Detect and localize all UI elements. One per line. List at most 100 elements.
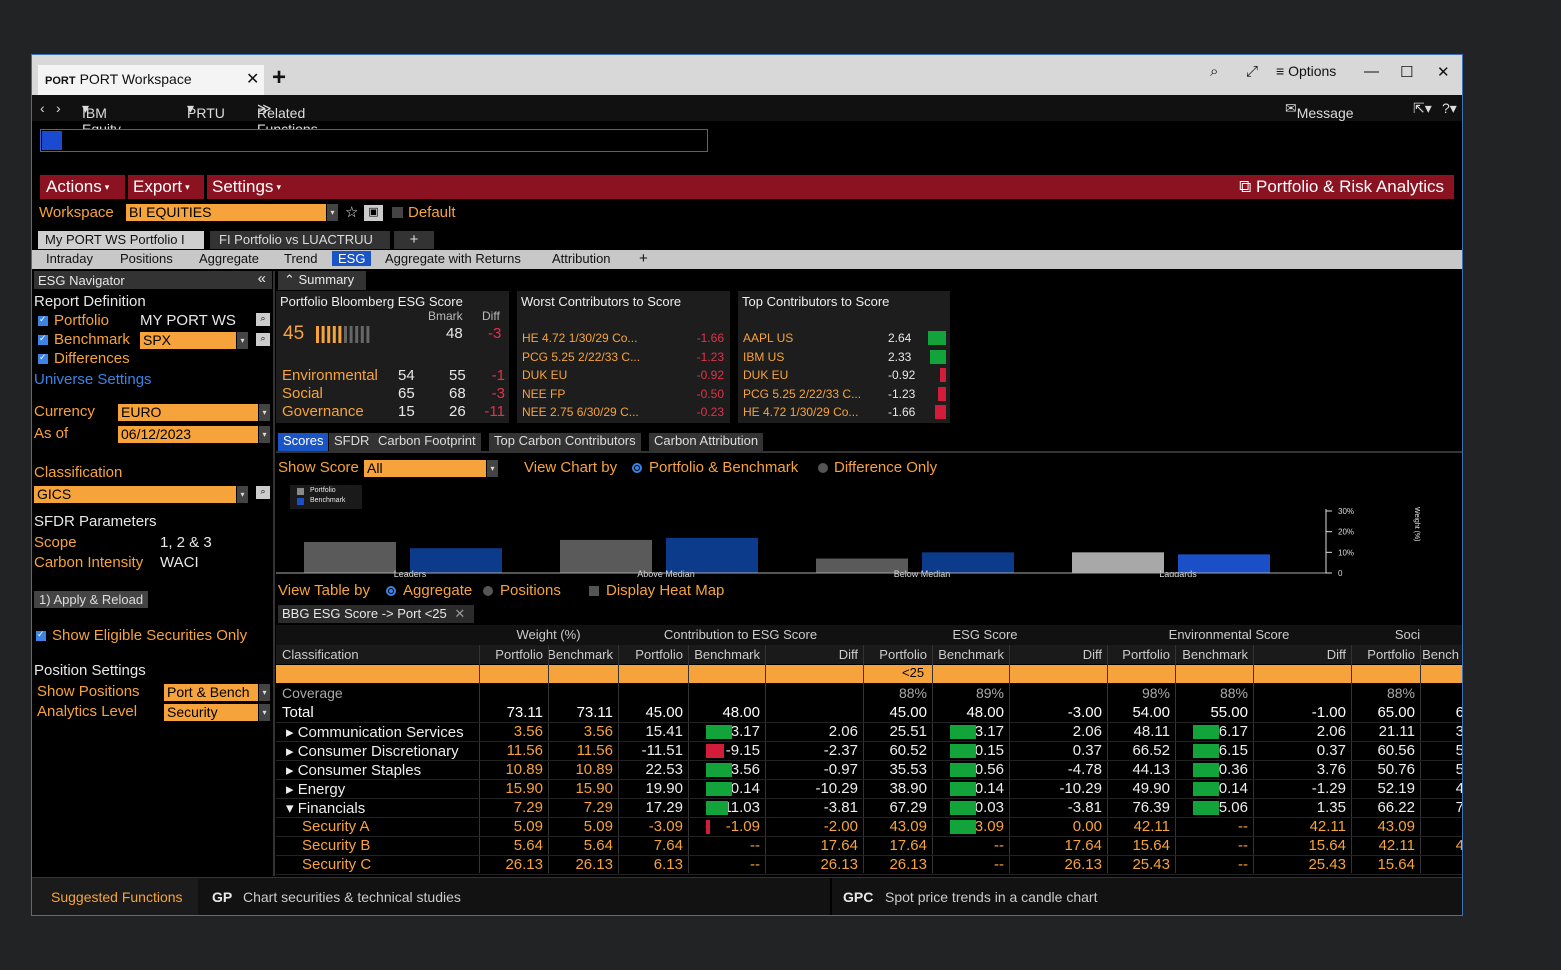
classification-field[interactable]: GICS: [34, 486, 236, 503]
maximize-icon[interactable]: ☐: [1400, 64, 1414, 81]
worst-name[interactable]: DUK EU: [522, 368, 568, 382]
tab-attribution[interactable]: Attribution: [552, 251, 611, 266]
worst-name[interactable]: NEE 2.75 6/30/29 C...: [522, 405, 639, 419]
tab-carbon-attribution[interactable]: Carbon Attribution: [649, 433, 764, 451]
actions-menu[interactable]: Actions ▾: [46, 177, 110, 196]
column-header[interactable]: Benchmark: [1182, 647, 1248, 662]
sector-row-label[interactable]: ▸ Communication Services: [286, 724, 464, 741]
help-icon[interactable]: ?▾: [1442, 100, 1457, 116]
gpc-description[interactable]: Spot price trends in a candle chart: [885, 889, 1098, 905]
column-header[interactable]: Benchmark: [694, 647, 760, 662]
column-header[interactable]: Portfolio: [1367, 647, 1415, 662]
chevron-down-icon[interactable]: ▾: [259, 404, 270, 421]
ws-tab-2[interactable]: FI Portfolio vs LUACTRUU: [210, 231, 390, 249]
gp-code[interactable]: GP: [212, 889, 233, 905]
radio-difference-only[interactable]: [818, 463, 828, 473]
column-header[interactable]: Portfolio: [879, 647, 927, 662]
worst-name[interactable]: HE 4.72 1/30/29 Co...: [522, 331, 638, 345]
top-name[interactable]: HE 4.72 1/30/29 Co...: [743, 405, 859, 419]
sector-row-label[interactable]: ▾ Financials: [286, 800, 366, 817]
radio-positions[interactable]: [483, 586, 493, 596]
security-row-label[interactable]: Security A: [302, 818, 370, 835]
gpc-code[interactable]: GPC: [843, 889, 874, 905]
chart-bar-portfolio[interactable]: [304, 542, 396, 573]
column-header[interactable]: Portfolio: [1122, 647, 1170, 662]
chevron-down-icon[interactable]: ▾: [237, 332, 248, 349]
collapse-icon[interactable]: «: [257, 270, 266, 287]
back-icon[interactable]: ‹: [40, 100, 45, 116]
message-button[interactable]: ✉ Message: [1285, 100, 1354, 121]
new-tab-icon[interactable]: +: [272, 64, 287, 91]
chevron-down-icon[interactable]: ▾: [327, 204, 338, 221]
tab-aggregate-with-returns[interactable]: Aggregate with Returns: [385, 251, 521, 266]
security-row-label[interactable]: Security B: [302, 837, 371, 854]
tab-trend[interactable]: Trend: [284, 251, 318, 266]
column-header[interactable]: Diff: [838, 647, 858, 662]
portfolio-checkbox[interactable]: [38, 314, 48, 326]
benchmark-field[interactable]: SPX: [140, 332, 236, 349]
lookup-icon[interactable]: ⌕: [256, 333, 270, 346]
apply-reload-button[interactable]: 1) Apply & Reload: [34, 591, 149, 608]
chevron-down-icon[interactable]: ▾: [237, 486, 248, 503]
export-menu[interactable]: Export ▾: [133, 177, 190, 196]
show-positions-field[interactable]: Port & Bench: [164, 684, 258, 701]
chevron-down-icon[interactable]: ▾: [487, 460, 498, 477]
settings-menu[interactable]: Settings ▾: [212, 177, 281, 196]
radio-aggregate[interactable]: [386, 586, 396, 596]
tab-scores[interactable]: Scores: [278, 433, 329, 451]
tab-carbon-footprint[interactable]: Carbon Footprint: [373, 433, 481, 451]
ws-tab-1[interactable]: My PORT WS Portfolio I: [38, 231, 204, 249]
top-name[interactable]: AAPL US: [743, 331, 794, 345]
add-view-tab-icon[interactable]: +: [639, 250, 648, 267]
tab-sfdr[interactable]: SFDR: [329, 433, 375, 451]
save-icon[interactable]: ▣: [364, 205, 383, 221]
chart-bar-benchmark[interactable]: [410, 548, 502, 573]
chevron-down-icon[interactable]: ▾: [259, 426, 270, 443]
tab-positions[interactable]: Positions: [120, 251, 173, 266]
column-header[interactable]: Diff: [1082, 647, 1102, 662]
gp-description[interactable]: Chart securities & technical studies: [243, 889, 461, 905]
related-functions-menu[interactable]: Related Functions Menu ≫: [257, 100, 318, 153]
benchmark-checkbox[interactable]: [38, 333, 48, 345]
minimize-icon[interactable]: —: [1364, 63, 1379, 80]
forward-icon[interactable]: ›: [56, 100, 61, 116]
chart-bar-portfolio[interactable]: [560, 539, 652, 573]
column-header[interactable]: Portfolio: [635, 647, 683, 662]
chart-bar-portfolio[interactable]: [816, 558, 908, 573]
column-header[interactable]: Bench: [1422, 647, 1459, 662]
filter-chip[interactable]: BBG ESG Score -> Port <25 ✕: [278, 605, 474, 623]
security-selector[interactable]: IBM Equity ▾: [82, 100, 121, 137]
tab-top-carbon-contributors[interactable]: Top Carbon Contributors: [489, 433, 641, 451]
universe-settings-link[interactable]: Universe Settings: [34, 371, 152, 388]
top-name[interactable]: DUK EU: [743, 368, 789, 382]
show-score-field[interactable]: All: [364, 460, 486, 477]
search-icon[interactable]: ⌕: [1210, 63, 1219, 80]
currency-field[interactable]: EURO: [118, 404, 258, 421]
eligible-checkbox[interactable]: [36, 629, 46, 641]
sector-row-label[interactable]: ▸ Energy: [286, 781, 346, 798]
chevron-down-icon[interactable]: ▾: [259, 684, 270, 701]
chart-bar-benchmark[interactable]: [666, 537, 758, 573]
close-window-icon[interactable]: ✕: [1437, 64, 1450, 81]
default-checkbox[interactable]: [392, 207, 403, 218]
expand-icon[interactable]: ⤢: [1246, 63, 1259, 80]
star-icon[interactable]: ☆: [345, 204, 359, 221]
workspace-field[interactable]: BI EQUITIES: [126, 204, 326, 221]
tab-esg[interactable]: ESG: [332, 251, 372, 266]
top-name[interactable]: PCG 5.25 2/22/33 C...: [743, 386, 862, 401]
column-header[interactable]: Classification: [282, 647, 359, 662]
workspace-tab[interactable]: PORT PORT Workspace: [38, 65, 264, 95]
portfolio-risk-analytics-link[interactable]: ⧉ Portfolio & Risk Analytics: [1239, 177, 1444, 196]
worst-name[interactable]: PCG 5.25 2/22/33 C...: [522, 349, 641, 364]
lookup-icon[interactable]: ⌕: [256, 313, 270, 326]
asof-field[interactable]: 06/12/2023: [118, 426, 258, 443]
sector-row-label[interactable]: ▸ Consumer Staples: [286, 762, 422, 779]
tab-aggregate[interactable]: Aggregate: [199, 251, 259, 266]
remove-filter-icon[interactable]: ✕: [454, 606, 466, 621]
summary-toggle[interactable]: ⌃ Summary: [278, 271, 366, 290]
worst-name[interactable]: NEE FP: [522, 386, 566, 401]
chart-bar-portfolio[interactable]: [1072, 552, 1164, 573]
column-header[interactable]: Benchmark: [547, 647, 613, 662]
close-tab-icon[interactable]: ✕: [246, 71, 260, 88]
options-menu[interactable]: ≡ Options: [1276, 63, 1337, 79]
